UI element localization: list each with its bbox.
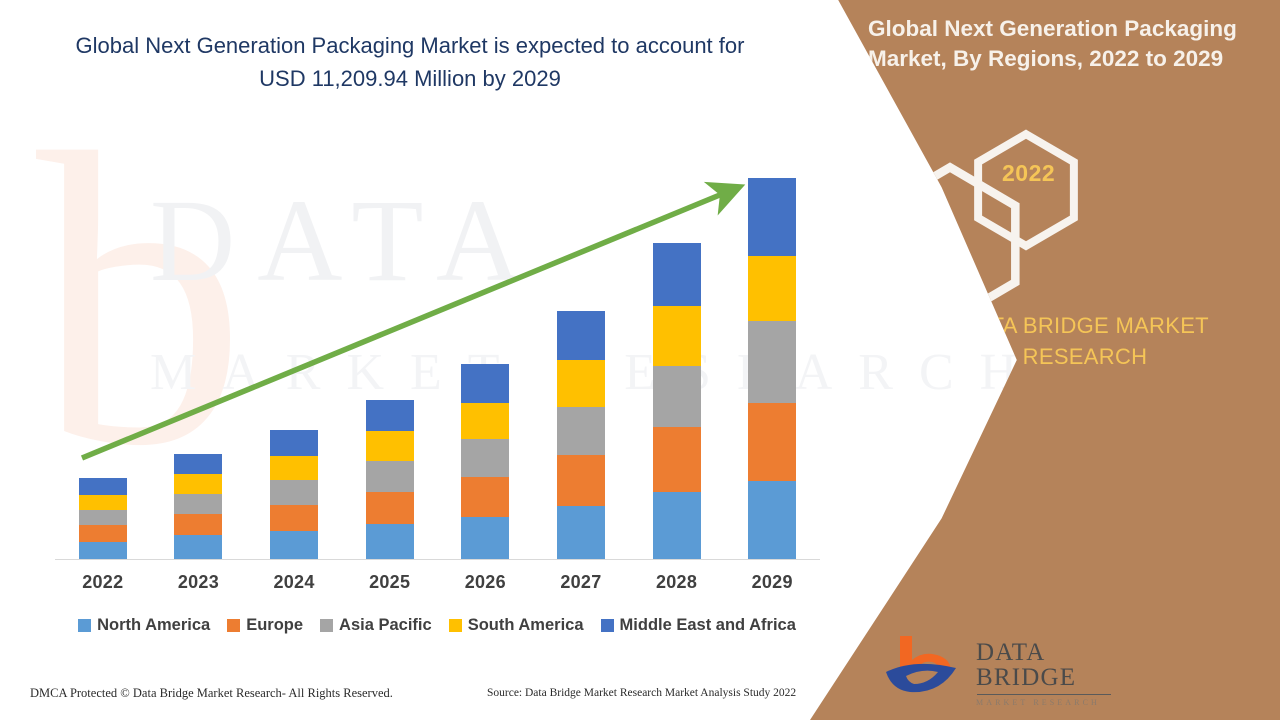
bar-segment [174,535,223,559]
bar-column [151,150,247,559]
bar-segment [78,541,127,559]
bar-segment [652,491,701,559]
bar-segment [556,454,605,506]
legend-label: Middle East and Africa [619,616,796,634]
bar-segment [365,524,414,559]
chart-legend: North America Europe Asia Pacific South Ame… [42,616,832,635]
bar-segment [270,504,319,532]
legend-swatch-icon [78,619,92,632]
page-title: Global Next Generation Packaging Market … [75,33,745,91]
logo-wordmark: DATA BRIDGE MARKET RESEARCH [976,640,1115,707]
bar-segment [78,509,127,526]
bar-segment [174,493,223,515]
bar-segment [556,310,605,360]
stacked-bar [270,430,319,559]
bar-segment [748,320,797,403]
stacked-bar [461,363,510,559]
logo-main-text: DATA BRIDGE [976,639,1077,691]
legend-item[interactable]: Europe [227,616,303,635]
bar-segment [174,453,223,475]
bar-segment [652,306,701,366]
legend-label: Europe [246,616,304,634]
bar-segment [748,481,797,559]
panel-title: Global Next Generation Packaging Market,… [868,16,1237,71]
stacked-bar [174,453,223,559]
footer-source: Source: Data Bridge Market Research Mark… [487,687,797,699]
bar-column [55,150,151,559]
bar-segment [174,474,223,494]
legend-item[interactable]: North America [78,616,210,635]
bar-segment [365,431,414,461]
logo-divider [977,694,1111,695]
footer-copyright: DMCA Protected © Data Bridge Market Rese… [30,686,393,700]
legend-item[interactable]: Asia Pacific [320,616,432,635]
bar-column [246,150,342,559]
hexagon-2022-icon [974,129,1078,251]
bar-segment [365,399,414,432]
bar-segment [652,427,701,492]
bar-segment [365,460,414,492]
bar-segment [78,478,127,495]
x-axis-tick-label: 2024 [273,572,315,592]
bar-column [533,150,629,559]
bar-column [438,150,534,559]
logo-sub-text: MARKET RESEARCH [976,698,1100,707]
stacked-bar [652,243,701,559]
bar-segment [652,365,701,428]
stacked-bar [556,310,605,559]
stacked-bar [748,177,797,559]
bar-segment [461,517,510,559]
bar-segment [78,494,127,510]
x-axis-tick-label: 2023 [177,572,220,592]
legend-swatch-icon [320,619,334,632]
bar-segment [652,243,701,307]
stacked-bar [365,399,414,559]
x-axis-tick-label: 2025 [369,572,411,592]
bar-column [724,150,820,559]
bar-segment [748,177,797,257]
bar-segment [270,455,319,481]
bar-column [342,150,438,559]
chart-plot-area [55,150,820,560]
x-axis-tick-label: 2026 [464,572,506,592]
bar-segment [270,430,319,456]
stacked-bar-group [55,150,820,559]
x-axis-tick-label: 2027 [560,572,602,592]
brand-name: DATA BRIDGE MARKET RESEARCH [961,313,1209,370]
bar-segment [270,531,319,559]
bar-segment [461,477,510,518]
bar-segment [461,402,510,440]
x-axis-tick-label: 2029 [751,572,793,592]
bar-segment [174,514,223,536]
bar-segment [365,491,414,525]
data-bridge-logo: DATA BRIDGE MARKET RESEARCH [880,632,1115,707]
hexagon-2022-label: 2022 [1002,160,1056,186]
x-axis-tick-label: 2028 [655,572,698,592]
legend-swatch-icon [448,619,462,632]
legend-label: South America [467,616,584,634]
logo-mark-icon [886,636,956,693]
legend-item[interactable]: South America [448,616,584,635]
legend-swatch-icon [227,619,241,632]
bar-segment [748,256,797,321]
legend-label: Asia Pacific [339,616,432,634]
stacked-bar [78,478,127,559]
bar-segment [556,406,605,455]
bar-segment [270,480,319,505]
x-axis-tick-label: 2022 [82,572,124,592]
legend-item[interactable]: Middle East and Africa [600,616,796,635]
bar-segment [461,363,510,403]
bar-segment [78,525,127,542]
bar-segment [556,359,605,407]
bar-segment [556,505,605,559]
legend-label: North America [97,616,211,634]
bar-segment [461,439,510,478]
legend-swatch-icon [600,619,614,632]
bar-segment [748,402,797,482]
x-axis-line [55,559,820,560]
x-axis-labels: 2022 2023 2024 2025 2026 2027 2028 2029 [55,572,820,593]
bar-column [629,150,725,559]
